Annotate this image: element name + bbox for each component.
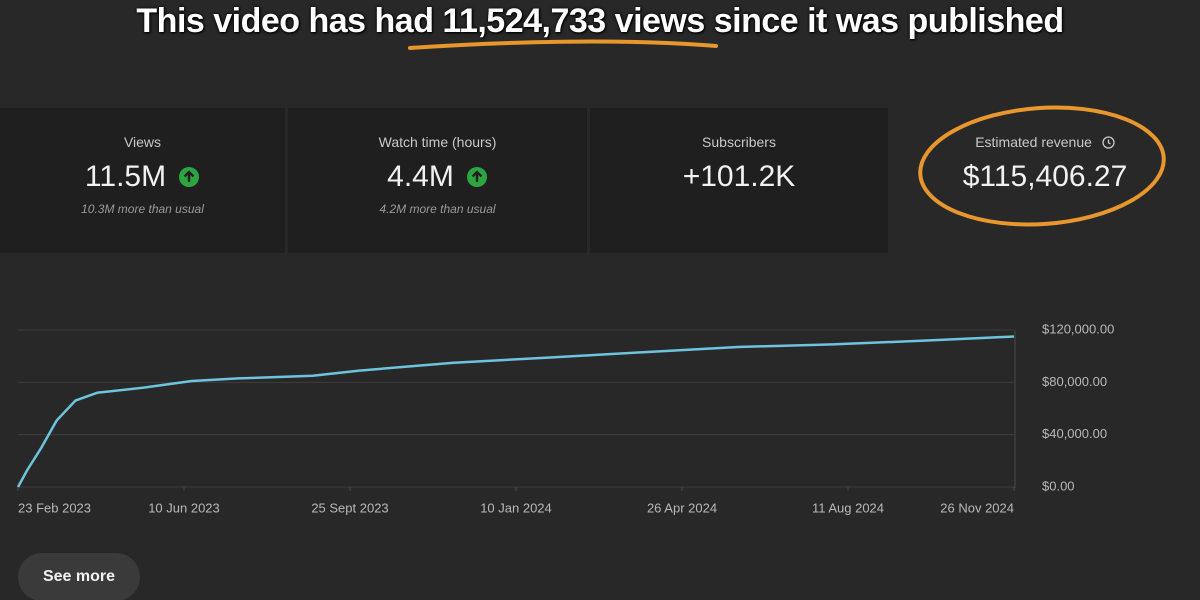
card-note: 4.2M more than usual (379, 202, 496, 216)
clock-icon (1102, 136, 1115, 149)
card-label: Subscribers (702, 134, 776, 150)
y-tick-label: $40,000.00 (1042, 426, 1107, 441)
y-tick-label: $0.00 (1042, 478, 1075, 493)
x-tick-label: 26 Nov 2024 (940, 500, 1014, 515)
x-tick-label: 10 Jun 2023 (148, 500, 220, 515)
y-tick-label: $80,000.00 (1042, 374, 1107, 389)
card-value: +101.2K (682, 160, 796, 193)
y-tick-label: $120,000.00 (1042, 321, 1114, 336)
circle-annotation (918, 105, 1166, 227)
underline-annotation (408, 39, 718, 50)
card-label: Views (123, 134, 162, 150)
x-tick-label: 11 Aug 2024 (812, 500, 884, 515)
card-value: $115,406.27 (962, 160, 1128, 193)
x-tick-label: 23 Feb 2023 (18, 500, 91, 515)
card-label: Estimated revenue (890, 134, 1200, 150)
see-more-button[interactable]: See more (18, 553, 140, 600)
subscribers-card[interactable]: Subscribers +101.2K (590, 108, 888, 253)
card-label-text: Estimated revenue (975, 134, 1092, 150)
card-value: 4.4M (387, 160, 454, 193)
watch-time-card[interactable]: Watch time (hours) 4.4M 4.2M more than u… (288, 108, 587, 253)
up-icon (466, 167, 487, 187)
x-tick-label: 10 Jan 2024 (480, 500, 552, 515)
revenue-line (16, 335, 1015, 488)
x-tick-label: 25 Sept 2023 (311, 500, 388, 515)
up-icon (179, 167, 200, 187)
card-note: 10.3M more than usual (81, 202, 204, 216)
x-tick-label: 26 Apr 2024 (647, 500, 717, 515)
views-card[interactable]: Views 11.5M 10.3M more than usual (0, 108, 285, 253)
card-label: Watch time (hours) (378, 134, 497, 150)
card-value: 11.5M (84, 160, 167, 193)
headline: This video has had 11,524,733 views sinc… (136, 2, 1064, 40)
